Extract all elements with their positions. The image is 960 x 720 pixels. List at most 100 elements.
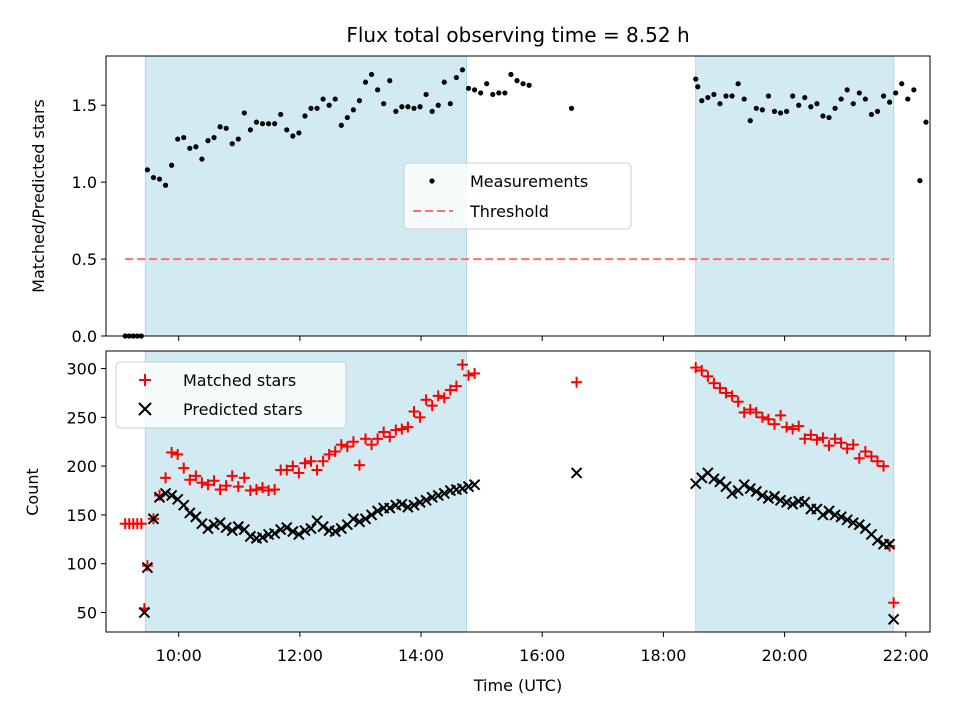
predicted-star-point xyxy=(353,516,366,528)
top-panel-frame xyxy=(105,55,931,337)
measurement-point xyxy=(150,174,157,181)
matched-star-point xyxy=(420,394,432,406)
bottom-legend-box xyxy=(115,361,347,429)
measurement-point xyxy=(520,81,526,87)
predicted-star-point xyxy=(335,522,347,535)
measurement-point xyxy=(832,105,838,111)
matched-star-point xyxy=(299,457,311,469)
bottom-ytick-label: 250 xyxy=(66,408,97,427)
predicted-star-point xyxy=(202,522,214,535)
matched-star-point xyxy=(817,432,829,444)
measurement-point xyxy=(893,90,899,96)
measurement-point xyxy=(820,113,826,119)
measurement-point xyxy=(490,91,496,98)
matched-points-layer xyxy=(119,359,900,615)
measurement-point xyxy=(350,107,357,113)
top-ylabel: Matched/Predicted stars xyxy=(29,99,48,293)
measurement-point xyxy=(302,113,308,119)
matched-star-point xyxy=(360,433,372,445)
matched-star-point xyxy=(811,434,823,446)
bottom-panel: 50 100 150 200 250 300 10:00 12:00 14:00 16:00 18:… xyxy=(23,350,931,695)
measurement-point xyxy=(826,114,832,121)
measurement-point xyxy=(229,141,235,147)
measurement-point xyxy=(695,84,701,90)
legend-matched-marker xyxy=(139,374,151,386)
bottom-ytick-label: 200 xyxy=(66,457,97,476)
measurement-point xyxy=(393,108,399,114)
bottom-xtick-label: 14:00 xyxy=(398,646,444,665)
predicted-star-point xyxy=(835,511,847,523)
measurement-point xyxy=(181,134,187,141)
legend-matched-label: Matched stars xyxy=(183,371,296,390)
matched-star-point xyxy=(311,464,323,476)
measurement-point xyxy=(308,105,314,111)
predicted-star-point xyxy=(817,509,829,521)
predicted-star-point xyxy=(786,498,799,510)
matched-star-point xyxy=(450,380,462,392)
predicted-star-point xyxy=(408,499,420,511)
matched-star-point xyxy=(220,480,232,492)
matched-star-point xyxy=(835,437,847,449)
predicted-star-point xyxy=(438,487,450,500)
predicted-star-point xyxy=(141,561,154,574)
predicted-star-point xyxy=(317,520,329,533)
measurement-point xyxy=(314,105,320,111)
measurement-point xyxy=(568,105,575,111)
measurement-point xyxy=(405,104,411,110)
matched-star-point xyxy=(871,455,883,467)
measurement-point xyxy=(759,107,765,113)
measurement-point xyxy=(887,99,893,105)
matched-star-point xyxy=(160,472,172,484)
measurement-point xyxy=(514,78,520,84)
predicted-star-point xyxy=(281,521,293,534)
matched-star-point xyxy=(696,365,708,377)
measurement-point xyxy=(905,96,911,102)
predicted-star-point xyxy=(347,513,360,525)
predicted-star-point xyxy=(570,467,583,479)
legend-measurements-marker xyxy=(429,178,435,184)
bottom-xtick-label: 18:00 xyxy=(640,646,686,665)
measurement-point xyxy=(502,90,508,96)
predicted-star-point xyxy=(287,525,299,538)
measurement-point xyxy=(375,87,381,93)
bottom-ytick-label: 150 xyxy=(66,506,97,525)
matched-star-point xyxy=(329,445,341,457)
measurement-point xyxy=(459,67,466,73)
measurement-point xyxy=(447,101,453,107)
predicted-star-point xyxy=(841,514,853,526)
matched-star-point xyxy=(190,470,202,482)
matched-star-point xyxy=(347,436,359,448)
measurement-point xyxy=(223,125,229,131)
measurement-point xyxy=(356,98,363,104)
bottom-ytick-label: 50 xyxy=(77,603,97,622)
matched-star-point xyxy=(787,423,799,435)
matched-star-point xyxy=(444,384,456,396)
matched-star-point xyxy=(178,462,190,474)
bottom-ytick-label: 300 xyxy=(66,360,97,379)
measurement-point xyxy=(478,90,484,96)
matched-star-point xyxy=(432,390,444,402)
matched-star-point xyxy=(841,443,853,455)
measurement-point xyxy=(338,122,344,128)
measurement-point xyxy=(453,74,460,81)
measurement-point xyxy=(193,144,199,150)
predicted-star-point xyxy=(883,538,896,550)
measurement-point xyxy=(765,93,772,99)
measurement-point xyxy=(411,105,417,111)
top-ytick-label: 1.0 xyxy=(72,173,97,192)
measurement-point xyxy=(423,91,429,98)
measurement-point xyxy=(880,93,887,99)
measurement-point xyxy=(296,130,302,136)
matched-star-point xyxy=(257,482,269,494)
matched-star-point xyxy=(865,450,877,462)
measurement-point xyxy=(814,101,820,107)
measurement-point xyxy=(705,94,711,101)
bottom-shaded-interval-1 xyxy=(695,350,895,633)
measurement-point xyxy=(753,105,759,111)
matched-star-point xyxy=(414,411,426,423)
measurement-point xyxy=(429,108,435,114)
matched-star-point xyxy=(690,362,702,374)
measurement-point xyxy=(699,98,705,104)
predicted-star-point xyxy=(823,505,835,517)
